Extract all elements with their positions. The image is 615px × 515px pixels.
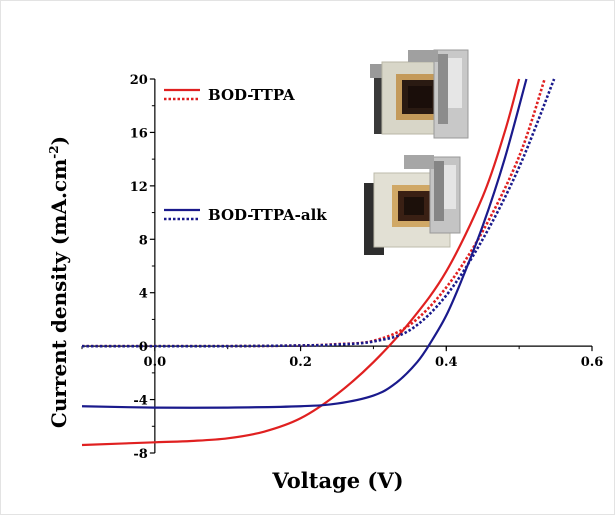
series-line-bod-ttpa-alk-solid xyxy=(81,78,528,409)
legend-label-bod-ttpa: BOD-TTPA xyxy=(208,86,295,104)
y-axis-title-text: Current density (mA.cm xyxy=(47,159,71,428)
y-axis-title-superscript: -2 xyxy=(47,145,61,158)
y-tick-label: 16 xyxy=(130,126,148,141)
series-layer xyxy=(81,78,556,447)
x-tick-label: 0.6 xyxy=(581,355,604,370)
device-photo-top xyxy=(370,49,469,139)
axes-layer xyxy=(81,78,593,454)
device-photo-bottom xyxy=(364,155,461,255)
y-axis-title-close: ) xyxy=(47,136,71,145)
y-tick-label: 20 xyxy=(130,73,148,88)
svg-text:Current density (mA.cm-2): Current density (mA.cm-2) xyxy=(47,136,71,428)
y-tick-label: -8 xyxy=(133,447,147,462)
y-tick-label: 12 xyxy=(130,180,148,195)
x-tick-label: 0.2 xyxy=(289,355,312,370)
x-axis-title: Voltage (V) xyxy=(271,468,403,493)
x-tick-label: 0.0 xyxy=(144,355,167,370)
series-line-bod-ttpa-alk-dotted xyxy=(82,78,556,348)
legend-label-bod-ttpa-alk: BOD-TTPA-alk xyxy=(208,206,327,224)
y-tick-label: -4 xyxy=(133,394,147,409)
x-tick-label: 0.4 xyxy=(435,355,458,370)
y-tick-label: 8 xyxy=(139,233,148,248)
legend: BOD-TTPA BOD-TTPA-alk xyxy=(164,86,327,224)
y-axis-title: Current density (mA.cm-2) xyxy=(47,136,71,428)
series-line-bod-ttpa-dotted xyxy=(82,78,546,348)
y-tick-label: 0 xyxy=(139,340,148,355)
tick-labels-layer: -8 -4 0 4 8 12 16 20 0.0 0.2 0.4 0.6 xyxy=(130,73,604,462)
series-line-bod-ttpa-solid xyxy=(81,78,521,447)
y-tick-label: 4 xyxy=(139,287,148,302)
